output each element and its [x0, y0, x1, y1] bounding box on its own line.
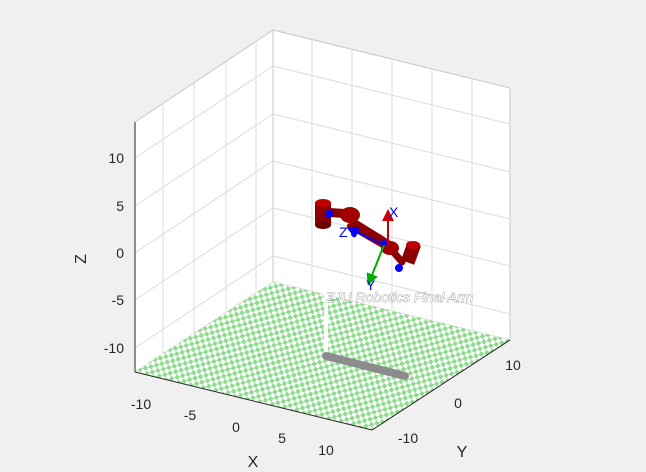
z-ticks: 10 5 0 -5 -10	[104, 150, 124, 356]
z-tick-label: 0	[116, 245, 124, 261]
y-tick-label: 0	[454, 395, 462, 411]
frame-z-arrow	[346, 227, 385, 246]
x-tick-label: -5	[184, 407, 197, 423]
frame-y-arrow	[366, 244, 385, 286]
y-tick-label: -10	[398, 430, 418, 446]
tool-frame: X Y Z	[339, 204, 399, 293]
frame-x-label: X	[389, 204, 399, 220]
joint-2	[340, 207, 360, 223]
axis-edges	[134, 122, 511, 431]
arm-shadow	[322, 352, 409, 380]
axes-panes	[134, 29, 511, 373]
y-tick-label: 10	[505, 357, 521, 373]
z-tick-label: -10	[104, 340, 124, 356]
z-tick-label: -5	[112, 292, 125, 308]
joint-4	[401, 241, 421, 265]
grid-lines	[134, 40, 511, 354]
frame-y-label: Y	[366, 277, 376, 293]
x-tick-label: 10	[318, 442, 334, 458]
robot-name-label: ZJU Robotics Final Arm	[325, 289, 474, 305]
x-axis-label: X	[248, 454, 259, 471]
joint-1	[315, 199, 331, 229]
x-tick-label: 0	[232, 419, 240, 435]
x-tick-label: 5	[278, 430, 286, 446]
z-tick-label: 5	[116, 198, 124, 214]
robot-base	[322, 290, 409, 380]
y-ticks: -10 0 10	[398, 357, 521, 446]
x-ticks: -10 -5 0 5 10	[131, 396, 334, 458]
x-tick-label: -10	[131, 396, 151, 412]
z-axis-label: Z	[73, 254, 90, 264]
z-tick-label: 10	[108, 150, 124, 166]
frame-z-label: Z	[339, 224, 348, 240]
y-axis-label: Y	[457, 444, 468, 461]
